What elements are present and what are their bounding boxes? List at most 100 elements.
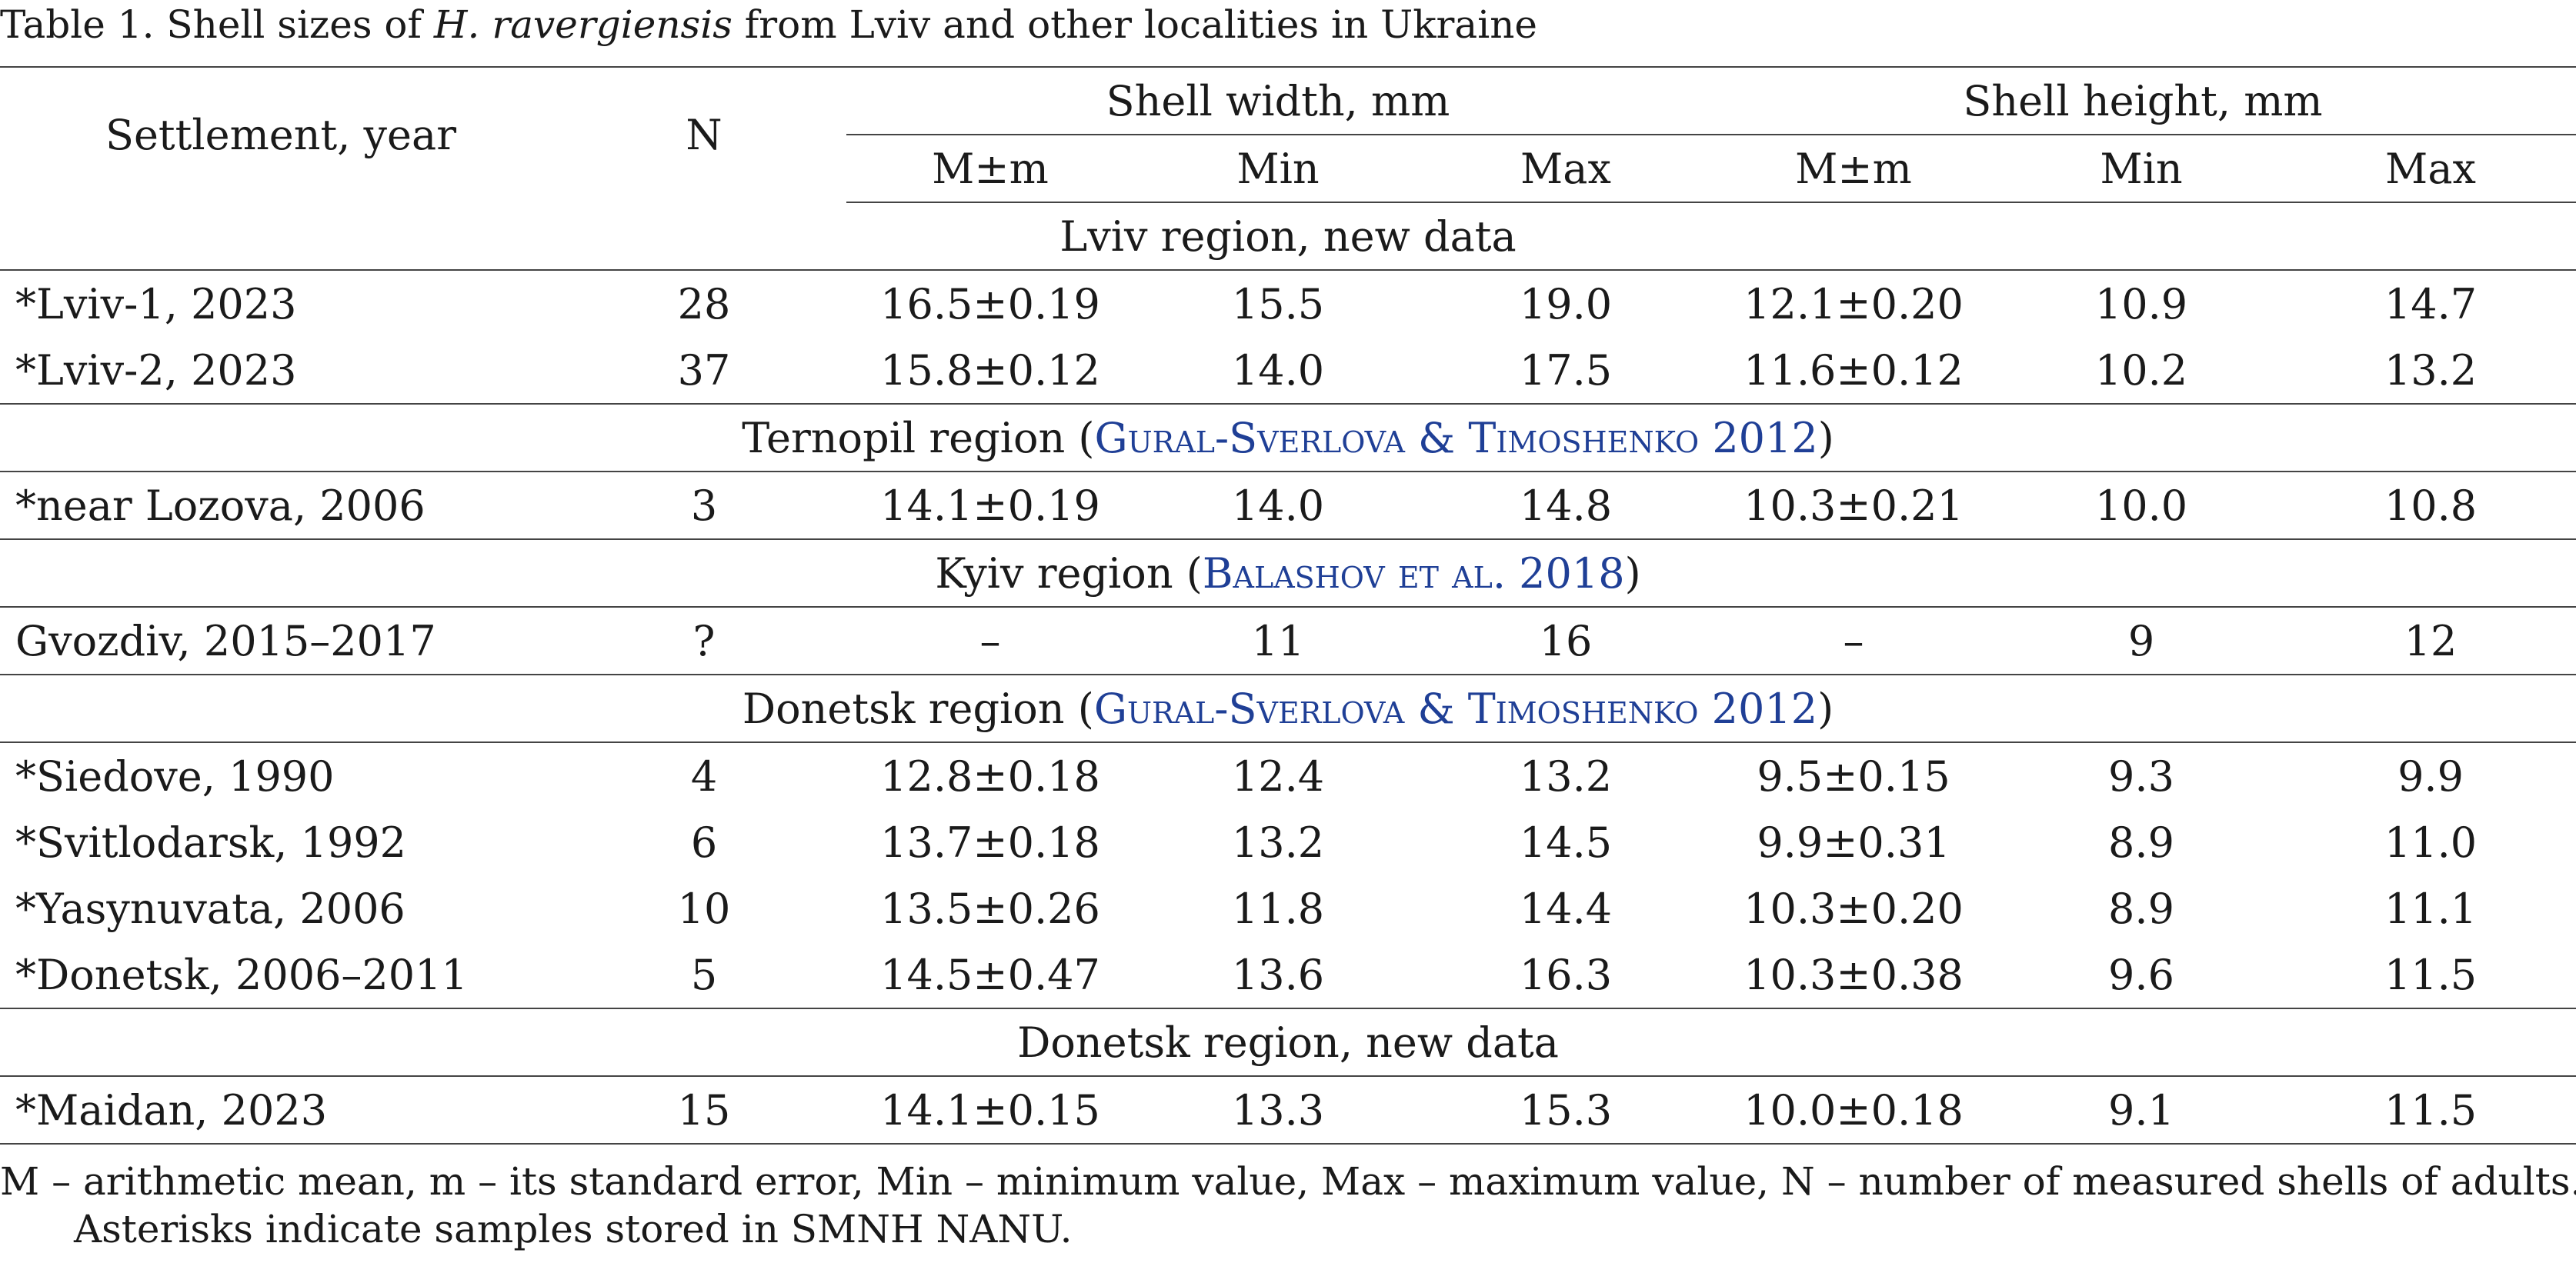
cell-width-mean: – (846, 607, 1134, 675)
cell-height-min: 10.0 (1997, 472, 2285, 540)
section-title-text: Donetsk region ( (742, 684, 1094, 733)
table-body: Lviv region, new data *Lviv-1, 2023 28 16.5… (0, 202, 2576, 1145)
cell-settlement: Gvozdiv, 2015–2017 (0, 607, 562, 675)
cell-height-min: 10.2 (1997, 337, 2285, 405)
caption-species: H. ravergiensis (433, 2, 732, 47)
header-settlement: Settlement, year (0, 66, 562, 202)
cell-width-max: 19.0 (1519, 279, 1613, 328)
section-title-text: Kyiv region ( (935, 548, 1203, 598)
caption-prefix: Table 1. Shell sizes of (0, 2, 434, 47)
section-title-text: Ternopil region ( (742, 413, 1095, 462)
cell-settlement: *Siedove, 1990 (15, 751, 335, 801)
cell-height-mean: 10.3±0.38 (1710, 941, 1997, 1009)
cell-height-min: 9 (1997, 607, 2285, 675)
header-height-max: Max (2285, 135, 2576, 203)
cell-width-mean: 12.8±0.18 (880, 751, 1100, 801)
cell-width-mean: 14.1±0.19 (846, 472, 1134, 540)
cell-n: 3 (562, 472, 846, 540)
caption-suffix: from Lviv and other localities in Ukrain… (732, 2, 1537, 47)
section-title-tail: ) (1624, 548, 1641, 598)
cell-settlement: *Maidan, 2023 (0, 1076, 562, 1145)
header-shell-width: Shell width, mm (846, 66, 1710, 135)
cell-width-max: 16 (1422, 607, 1710, 675)
header-n: N (562, 66, 846, 202)
section-title: Lviv region, new data (0, 202, 2576, 271)
cell-height-max: 11.5 (2285, 941, 2576, 1009)
cell-height-max: 11.1 (2384, 884, 2478, 933)
header-shell-height: Shell height, mm (1710, 66, 2576, 135)
cell-height-mean: – (1710, 607, 1997, 675)
section-citation-link[interactable]: Gural-Sverlova & Timoshenko 2012 (1094, 413, 1818, 462)
table-notes: M – arithmetic mean, m – its standard er… (0, 1158, 2576, 1253)
cell-width-max: 14.4 (1519, 884, 1613, 933)
cell-height-max: 14.7 (2384, 279, 2478, 328)
cell-n: 10 (677, 884, 731, 933)
cell-height-max: 12 (2285, 607, 2576, 675)
cell-width-max: 14.5 (1519, 818, 1613, 867)
header-width-mean: M±m (846, 135, 1134, 203)
table-row: *Lviv-1, 2023 28 16.5±0.19 15.5 19.0 12.1±0.2… (0, 270, 2576, 337)
cell-height-max: 13.2 (2285, 337, 2576, 405)
cell-height-max: 11.0 (2384, 818, 2478, 867)
cell-width-mean: 14.1±0.15 (846, 1076, 1134, 1145)
cell-height-max: 10.8 (2285, 472, 2576, 540)
notes-asterisk: Asterisks indicate samples stored in SMN… (74, 1207, 1073, 1251)
notes-definitions: M – arithmetic mean, m – its standard er… (0, 1159, 2576, 1204)
cell-height-max: 9.9 (2397, 751, 2464, 801)
table-row: Gvozdiv, 2015–2017? –11 16–9 12 (0, 607, 2576, 675)
cell-width-mean: 15.8±0.12 (846, 337, 1134, 405)
cell-width-max: 16.3 (1422, 941, 1710, 1009)
header-height-min: Min (1997, 135, 2285, 203)
header-width-max: Max (1422, 135, 1710, 203)
cell-height-mean: 10.3±0.21 (1710, 472, 1997, 540)
cell-settlement: *Lviv-2, 2023 (0, 337, 562, 405)
cell-height-mean: 10.0±0.18 (1710, 1076, 1997, 1145)
cell-height-min: 8.9 (2108, 884, 2174, 933)
cell-settlement: *near Lozova, 2006 (0, 472, 562, 540)
cell-n: ? (562, 607, 846, 675)
cell-width-min: 11 (1134, 607, 1422, 675)
cell-height-min: 8.9 (2108, 818, 2174, 867)
table-row: *Yasynuvata, 2006 10 13.5±0.26 11.8 14.4 10.3… (0, 875, 2576, 941)
table-row: *Siedove, 1990 4 12.8±0.18 12.4 13.2 9.5±0.15… (0, 742, 2576, 809)
cell-width-max: 17.5 (1422, 337, 1710, 405)
header-width-min: Min (1134, 135, 1422, 203)
cell-height-min: 9.6 (1997, 941, 2285, 1009)
section-header-row: Donetsk region (Gural-Sverlova & Timoshe… (0, 675, 2576, 743)
cell-width-min: 14.0 (1134, 472, 1422, 540)
cell-width-min: 14.0 (1134, 337, 1422, 405)
section-header-row: Donetsk region, new data (0, 1008, 2576, 1077)
section-title: Donetsk region, new data (0, 1008, 2576, 1077)
cell-width-mean: 14.5±0.47 (846, 941, 1134, 1009)
table-row: *near Lozova, 2006 3 14.1±0.19 14.0 14.8 10.3… (0, 472, 2576, 540)
section-title-text: Lviv region, new data (1059, 212, 1517, 261)
table-caption: Table 1. Shell sizes of H. ravergiensis … (0, 0, 1537, 49)
cell-settlement: *Yasynuvata, 2006 (15, 884, 405, 933)
cell-height-mean: 10.3±0.20 (1743, 884, 1964, 933)
cell-height-min: 9.3 (2108, 751, 2174, 801)
cell-width-min: 15.5 (1231, 279, 1325, 328)
cell-width-mean: 13.5±0.26 (880, 884, 1100, 933)
cell-width-mean: 16.5±0.19 (880, 279, 1100, 328)
cell-n: 5 (562, 941, 846, 1009)
cell-width-min: 12.4 (1231, 751, 1325, 801)
section-title-tail: ) (1817, 684, 1834, 733)
cell-width-mean: 13.7±0.18 (880, 818, 1100, 867)
section-title: Donetsk region (Gural-Sverlova & Timoshe… (0, 675, 2576, 743)
section-header-row: Kyiv region (Balashov et al. 2018) (0, 539, 2576, 608)
table-row: *Svitlodarsk, 1992 6 13.7±0.18 13.2 14.5 9.9±… (0, 809, 2576, 875)
cell-width-min: 13.3 (1134, 1076, 1422, 1145)
section-citation-link[interactable]: Balashov et al. 2018 (1202, 548, 1625, 598)
table-row: *Maidan, 2023 15 14.1±0.15 13.3 15.3 10.0±0.1… (0, 1076, 2576, 1145)
cell-settlement: *Donetsk, 2006–2011 (0, 941, 562, 1009)
section-citation-link[interactable]: Gural-Sverlova & Timoshenko 2012 (1093, 684, 1818, 733)
cell-height-mean: 11.6±0.12 (1710, 337, 1997, 405)
cell-n: 6 (690, 818, 718, 867)
section-title: Ternopil region (Gural-Sverlova & Timosh… (0, 404, 2576, 472)
cell-height-mean: 12.1±0.20 (1743, 279, 1964, 328)
section-header-row: Lviv region, new data (0, 202, 2576, 271)
cell-width-min: 11.8 (1231, 884, 1325, 933)
section-title-text: Donetsk region, new data (1017, 1018, 1559, 1067)
cell-width-min: 13.2 (1231, 818, 1325, 867)
